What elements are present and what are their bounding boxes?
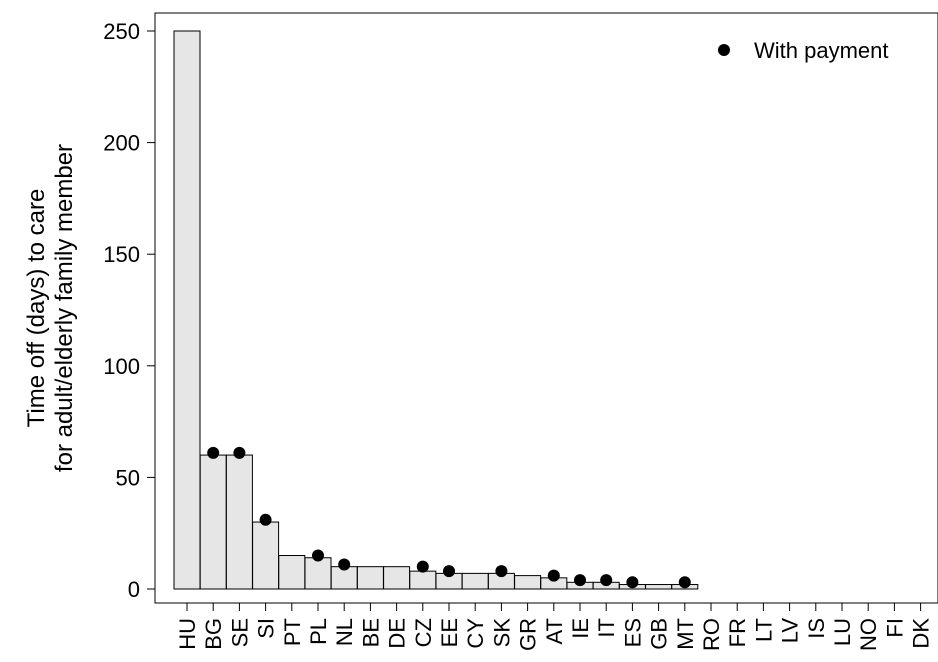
x-axis: HU BG SE SI PT PL NL BE DE CZ EE CY SK GR AT IE IT ES GB MT… [175, 603, 934, 651]
x-tick-label-fi: FI [882, 618, 907, 638]
legend-label: With payment [754, 38, 889, 63]
y-tick-label: 150 [103, 242, 140, 267]
x-tick-label-es: ES [620, 618, 645, 647]
x-tick-label-ee: EE [437, 618, 462, 647]
x-tick-label-cy: CY [463, 618, 488, 649]
bar-bg [199, 454, 227, 590]
y-tick-label: 0 [128, 577, 140, 602]
x-tick-label-dk: DK [909, 618, 934, 649]
x-tick-label-ie: IE [568, 618, 593, 639]
bars-group [173, 30, 699, 590]
payment-marker-nl [338, 558, 351, 571]
y-tick-label: 250 [103, 19, 140, 44]
payment-marker-it [600, 574, 613, 587]
payment-marker-ee [443, 565, 455, 578]
bar-gr [514, 575, 542, 590]
plot-frame [154, 12, 938, 604]
bar-be [356, 566, 384, 590]
bar-cy [461, 572, 489, 590]
payment-marker-pl [312, 549, 324, 562]
bar-cz [409, 570, 437, 590]
x-tick-label-hu: HU [175, 618, 200, 650]
x-tick-label-lu: LU [830, 618, 855, 646]
x-tick-label-gb: GB [647, 618, 672, 650]
payment-marker-se [233, 446, 246, 459]
x-tick-label-cz: CZ [411, 618, 436, 647]
x-tick-label-de: DE [385, 618, 410, 649]
y-axis-label-line1: Time off (days) to care [23, 189, 50, 428]
y-tick-label: 50 [116, 465, 140, 490]
legend-marker [718, 44, 730, 56]
x-tick-label-mt: MT [673, 618, 698, 650]
payment-marker-ie [574, 574, 586, 587]
bar-gb [645, 584, 673, 590]
x-tick-label-be: BE [358, 618, 383, 647]
x-tick-label-it: IT [594, 618, 619, 638]
x-tick-label-nl: NL [332, 618, 357, 646]
x-tick-label-sk: SK [489, 618, 514, 648]
x-tick-label-ro: RO [699, 618, 724, 651]
bar-hu [173, 30, 201, 590]
legend: With payment [718, 38, 889, 63]
bar-se [225, 454, 253, 590]
y-tick-label: 100 [103, 354, 140, 379]
payment-marker-at [547, 569, 560, 582]
bar-pt [278, 555, 306, 590]
x-tick-label-si: SI [254, 618, 279, 639]
y-axis-label-line2: for adult/elderly family member [51, 144, 78, 472]
payment-marker-mt [678, 576, 691, 589]
x-tick-label-lv: LV [778, 618, 803, 644]
y-axis: 0 50 100 150 200 250 [103, 19, 155, 602]
y-tick-label: 200 [103, 131, 140, 156]
bar-pl [304, 557, 332, 590]
x-tick-label-bg: BG [201, 618, 226, 650]
x-tick-label-fr: FR [725, 618, 750, 647]
x-tick-label-is: IS [804, 618, 829, 639]
x-tick-label-at: AT [542, 618, 567, 644]
x-tick-label-lt: LT [751, 618, 776, 642]
payment-marker-es [626, 576, 639, 589]
x-tick-label-se: SE [227, 618, 252, 647]
bar-de [383, 566, 411, 590]
x-tick-label-pt: PT [280, 618, 305, 646]
bar-si [252, 521, 280, 590]
x-tick-label-pl: PL [306, 618, 331, 645]
payment-marker-sk [495, 565, 508, 578]
payment-markers-group [207, 446, 691, 589]
x-tick-label-gr: GR [516, 618, 541, 651]
payment-marker-si [259, 513, 272, 526]
x-tick-label-no: NO [856, 618, 881, 651]
payment-marker-cz [416, 560, 429, 573]
payment-marker-bg [207, 446, 220, 459]
